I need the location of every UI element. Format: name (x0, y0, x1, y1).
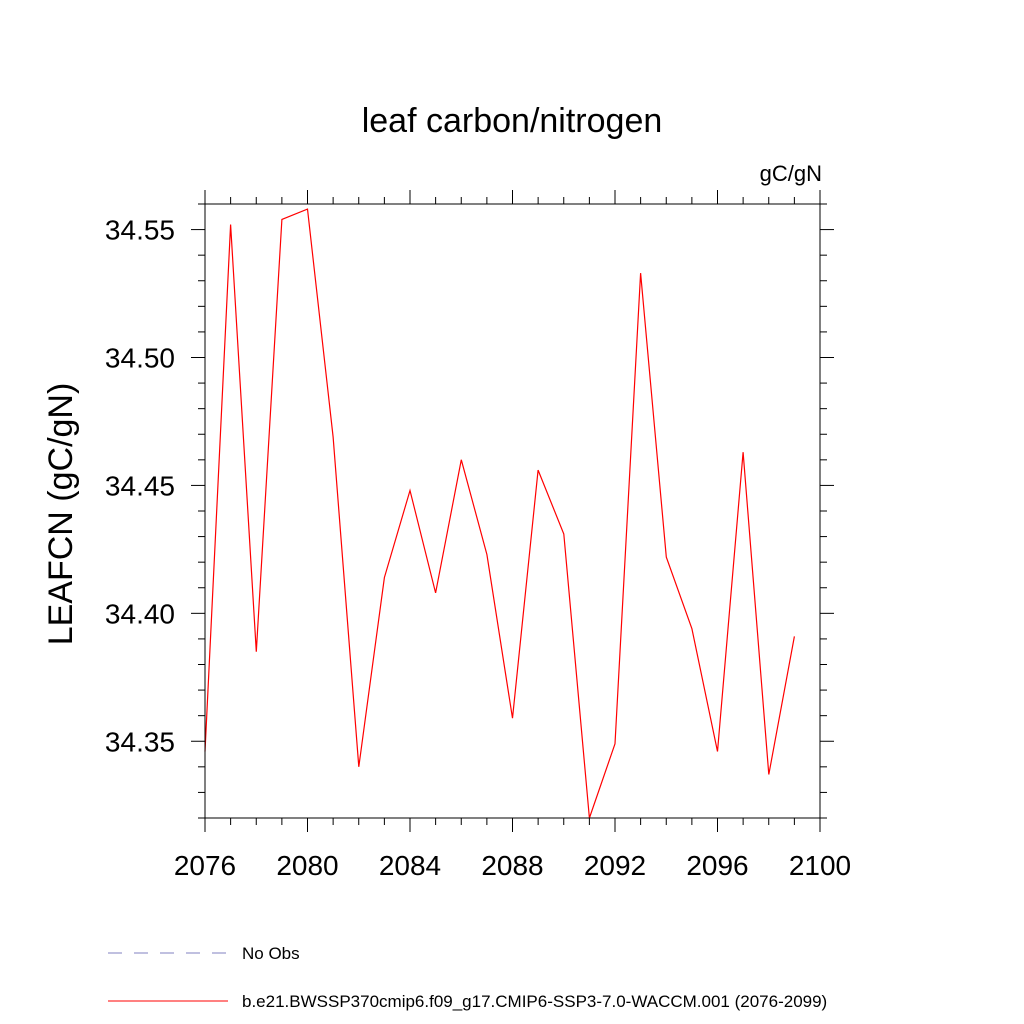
y-tick-label: 34.55 (105, 215, 175, 246)
x-tick-labels: 2076 2080 2084 2088 2092 2096 2100 (174, 850, 851, 881)
axis-ticks (191, 190, 834, 832)
x-tick-label: 2084 (379, 850, 441, 881)
legend: No Obs b.e21.BWSSP370cmip6.f09_g17.CMIP6-… (108, 944, 827, 1011)
plot-frame (204, 203, 821, 819)
series-line (204, 208, 795, 819)
y-tick-label: 34.35 (105, 726, 175, 757)
x-tick-label: 2092 (584, 850, 646, 881)
legend-label: b.e21.BWSSP370cmip6.f09_g17.CMIP6-SSP3-7… (242, 992, 827, 1011)
x-tick-label: 2080 (276, 850, 338, 881)
units-label: gC/gN (760, 161, 822, 186)
y-tick-label: 34.40 (105, 598, 175, 629)
y-tick-label: 34.50 (105, 343, 175, 374)
x-tick-label: 2088 (481, 850, 543, 881)
x-tick-label: 2096 (686, 850, 748, 881)
y-tick-label: 34.45 (105, 470, 175, 501)
y-tick-labels: 34.35 34.40 34.45 34.50 34.55 (105, 215, 175, 758)
x-tick-label: 2076 (174, 850, 236, 881)
x-tick-label: 2100 (789, 850, 851, 881)
chart-title: leaf carbon/nitrogen (362, 102, 663, 140)
series-lines (204, 208, 795, 819)
y-axis-label: LEAFCN (gC/gN) (42, 383, 80, 646)
legend-label: No Obs (242, 944, 300, 963)
